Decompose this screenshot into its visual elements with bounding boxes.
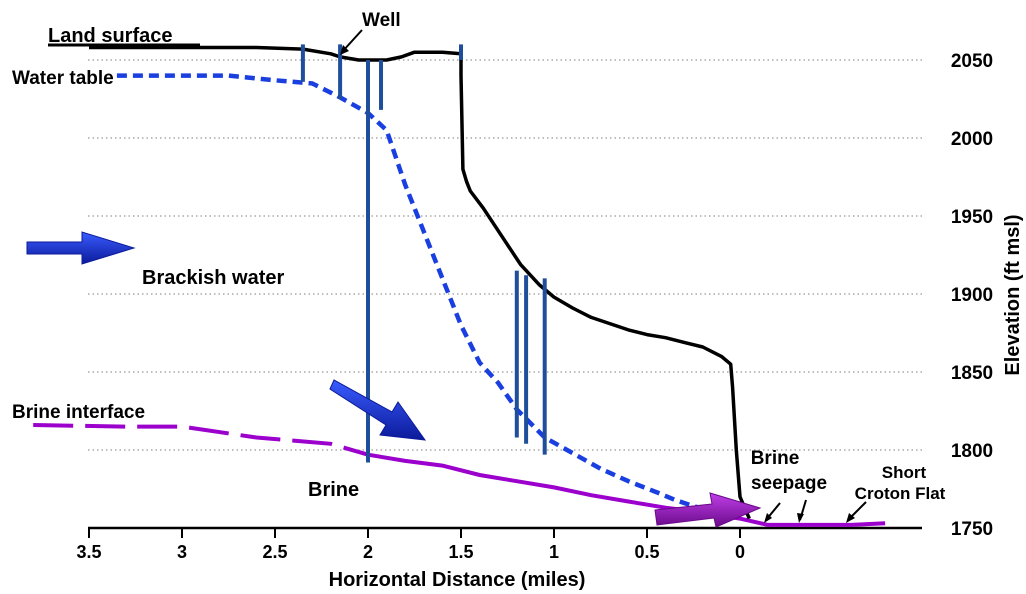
x-axis: 3.5 3 2.5 2 1.5 1 0.5 0 <box>76 526 922 562</box>
seepage-pointer-1-head <box>764 513 772 523</box>
gridlines <box>88 59 922 451</box>
x-tick-label-2.5: 2.5 <box>262 542 287 562</box>
seepage-pointer-2-head <box>797 513 804 523</box>
brine-label: Brine <box>308 479 359 501</box>
y-axis-ticks: 2050 2000 1950 1900 1850 1800 1750 <box>951 51 993 540</box>
land-surface-line <box>89 45 751 520</box>
water-table-line <box>116 73 713 513</box>
y-tick-label-1850: 1850 <box>951 363 993 384</box>
croton-pointer-head <box>846 513 855 523</box>
wells-series <box>300 44 547 463</box>
x-tick-label-2: 2 <box>363 542 373 562</box>
land-surface-series <box>89 45 751 520</box>
brackish-flow-arrow <box>26 231 136 265</box>
brine-seepage-label-2: seepage <box>751 473 827 494</box>
y-tick-label-1900: 1900 <box>951 285 993 306</box>
croton-label-1: Short <box>882 463 927 482</box>
seepage-flow-arrow <box>654 492 762 528</box>
y-axis-title: Elevation (ft msl) <box>1002 214 1024 375</box>
well-pointer-head <box>340 45 349 55</box>
brine-seepage-label-1: Brine <box>751 448 800 469</box>
brine-interface-label: Brine interface <box>12 402 145 423</box>
land-surface-label: Land surface <box>48 25 172 47</box>
x-axis-title: Horizontal Distance (miles) <box>329 569 586 591</box>
y-tick-label-1750: 1750 <box>951 519 993 540</box>
well-label: Well <box>362 10 401 31</box>
x-tick-label-0: 0 <box>735 542 745 562</box>
y-tick-label-2050: 2050 <box>951 51 993 72</box>
x-tick-label-1: 1 <box>549 542 559 562</box>
water-table-label: Water table <box>12 68 114 89</box>
y-tick-label-2000: 2000 <box>951 129 993 150</box>
x-tick-label-1.5: 1.5 <box>448 542 473 562</box>
brine-interface-series <box>33 423 886 527</box>
y-tick-label-1950: 1950 <box>951 207 993 228</box>
water-table-series <box>116 73 713 513</box>
x-tick-label-3: 3 <box>177 542 187 562</box>
croton-label-2: Croton Flat <box>855 484 946 503</box>
brine-flow-arrow <box>329 379 427 441</box>
x-tick-label-3.5: 3.5 <box>76 542 101 562</box>
brackish-water-label: Brackish water <box>142 267 285 289</box>
brine-interface-dashed <box>33 423 369 457</box>
x-tick-label-0.5: 0.5 <box>634 542 659 562</box>
brine-interface-solid <box>367 452 886 527</box>
y-tick-label-1800: 1800 <box>951 441 993 462</box>
